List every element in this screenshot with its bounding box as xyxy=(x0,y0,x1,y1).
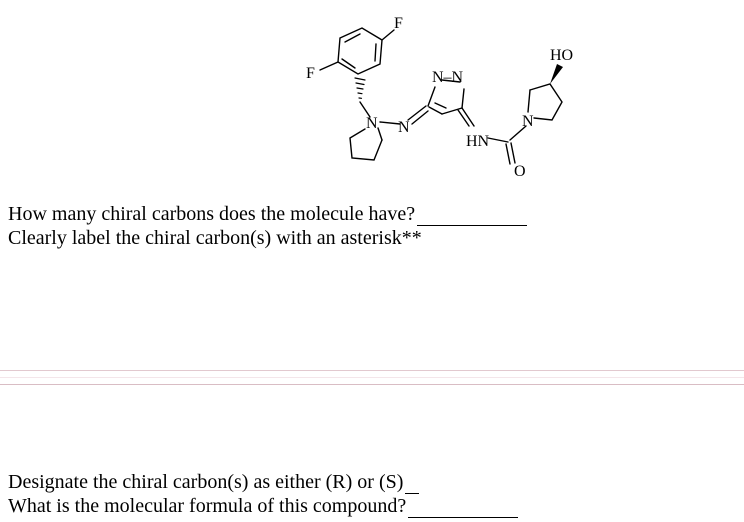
label-O: O xyxy=(514,163,526,180)
q2b-blank[interactable] xyxy=(408,500,518,518)
question-block-2: Designate the chiral carbon(s) as either… xyxy=(8,470,728,518)
q1-line1: How many chiral carbons does the molecul… xyxy=(8,202,728,226)
q1-line1-text: How many chiral carbons does the molecul… xyxy=(8,202,415,226)
question-block-1: How many chiral carbons does the molecul… xyxy=(8,202,728,250)
section-divider xyxy=(0,370,744,385)
q2a-blank[interactable] xyxy=(405,476,419,494)
label-HO: HO xyxy=(550,47,573,64)
q1-blank[interactable] xyxy=(417,208,527,226)
q2-line1-text: Designate the chiral carbon(s) as either… xyxy=(8,470,403,494)
label-F-left: F xyxy=(306,65,315,82)
label-F-top: F xyxy=(394,15,403,32)
q1-line2: Clearly label the chiral carbon(s) with … xyxy=(8,226,728,250)
label-N-N: N–N xyxy=(432,69,464,86)
molecule-svg: F F N N N–N HN N O HO xyxy=(270,12,590,182)
label-HN: HN xyxy=(466,133,490,150)
q1-line2-text: Clearly label the chiral carbon(s) with … xyxy=(8,226,422,250)
label-N2: N xyxy=(398,119,410,136)
q2-line2: What is the molecular formula of this co… xyxy=(8,494,728,518)
label-N1: N xyxy=(366,115,378,132)
molecule-structure: F F N N N–N HN N O HO xyxy=(270,12,590,182)
q2-line1: Designate the chiral carbon(s) as either… xyxy=(8,470,728,494)
divider-line-3 xyxy=(0,384,744,385)
label-N-right: N xyxy=(522,113,534,130)
q2-line2-text: What is the molecular formula of this co… xyxy=(8,494,406,518)
